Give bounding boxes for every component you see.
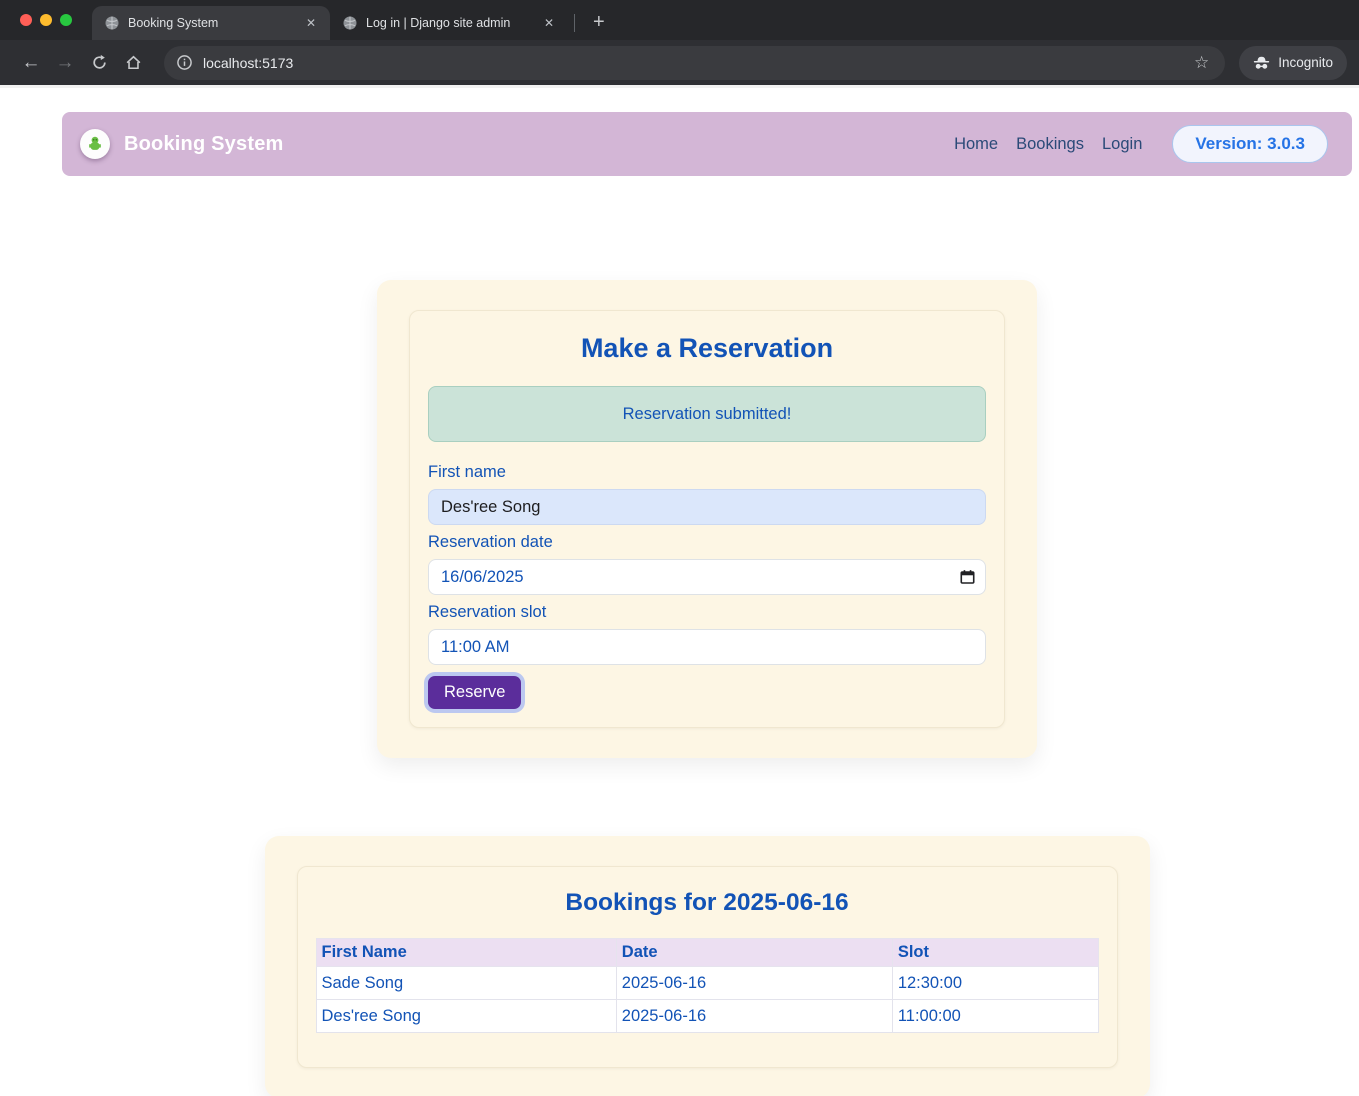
bookmark-star-icon[interactable]: ☆ xyxy=(1193,52,1210,72)
tab-divider xyxy=(574,14,575,32)
reservation-slot-label: Reservation slot xyxy=(428,603,547,621)
date-input-wrap xyxy=(428,559,986,595)
zoom-window-button[interactable] xyxy=(60,14,72,26)
forward-button[interactable]: → xyxy=(55,51,75,73)
calendar-icon[interactable] xyxy=(960,570,975,585)
table-row: Des'ree Song 2025-06-16 11:00:00 xyxy=(315,999,1099,1033)
header-date: Date xyxy=(615,938,893,967)
tab-title: Log in | Django site admin xyxy=(366,16,511,30)
cell-date: 2025-06-16 xyxy=(615,966,893,1000)
page-content: Booking System Home Bookings Login Versi… xyxy=(0,88,1359,1096)
reservation-title: Make a Reservation xyxy=(580,333,834,363)
tab-title: Booking System xyxy=(128,16,219,30)
nav-link-bookings[interactable]: Bookings xyxy=(1016,134,1084,153)
nav-link-home[interactable]: Home xyxy=(954,134,999,153)
success-alert: Reservation submitted! xyxy=(428,386,986,442)
reservation-form: Make a Reservation Reservation submitted… xyxy=(409,310,1005,728)
reservation-slot-select[interactable] xyxy=(428,629,986,665)
table-header-row: First Name Date Slot xyxy=(315,938,1099,967)
browser-chrome: Booking System ✕ Log in | Django site ad… xyxy=(0,0,1359,88)
cell-first-name: Des'ree Song xyxy=(315,999,617,1033)
reserve-button[interactable]: Reserve xyxy=(428,676,522,709)
bookings-card: Bookings for 2025-06-16 First Name Date … xyxy=(264,836,1150,1096)
cell-slot: 12:30:00 xyxy=(891,966,1099,1000)
version-badge: Version: 3.0.3 xyxy=(1172,125,1328,163)
tab-django-admin[interactable]: Log in | Django site admin ✕ xyxy=(330,6,568,40)
cell-slot: 11:00:00 xyxy=(891,999,1099,1033)
brand-logo-icon xyxy=(80,129,110,159)
back-button[interactable]: ← xyxy=(21,51,41,73)
reload-button[interactable] xyxy=(82,52,116,74)
tab-close-icon[interactable]: ✕ xyxy=(305,16,316,30)
header-slot: Slot xyxy=(891,938,1099,967)
bookings-panel: Bookings for 2025-06-16 First Name Date … xyxy=(296,866,1118,1068)
tab-booking-system[interactable]: Booking System ✕ xyxy=(92,6,330,40)
incognito-badge: Incognito xyxy=(1239,45,1347,80)
site-info-icon[interactable] xyxy=(176,54,193,71)
url-text[interactable]: localhost:5173 xyxy=(203,54,294,71)
new-tab-button[interactable]: + xyxy=(593,11,605,33)
incognito-label: Incognito xyxy=(1278,55,1333,70)
bookings-title: Bookings for 2025-06-16 xyxy=(565,889,849,916)
header-first-name: First Name xyxy=(315,938,617,967)
tab-strip: Booking System ✕ Log in | Django site ad… xyxy=(0,0,1359,40)
globe-favicon-icon xyxy=(104,15,120,31)
cell-first-name: Sade Song xyxy=(315,966,617,1000)
navbar-brand[interactable]: Booking System xyxy=(80,129,284,159)
app-navbar: Booking System Home Bookings Login Versi… xyxy=(62,112,1352,176)
chrome-page-divider xyxy=(0,85,1359,88)
first-name-input[interactable] xyxy=(428,489,986,525)
tab-close-icon[interactable]: ✕ xyxy=(543,16,554,30)
cell-date: 2025-06-16 xyxy=(615,999,893,1033)
brand-title: Booking System xyxy=(124,132,284,155)
reservation-card: Make a Reservation Reservation submitted… xyxy=(377,280,1037,758)
incognito-icon xyxy=(1253,55,1270,70)
window-controls xyxy=(0,0,92,40)
reservation-date-label: Reservation date xyxy=(428,533,553,551)
nav-links: Home Bookings Login xyxy=(954,135,1142,154)
address-bar[interactable]: localhost:5173 ☆ xyxy=(164,45,1226,80)
minimize-window-button[interactable] xyxy=(40,14,52,26)
reservation-date-input[interactable] xyxy=(428,559,986,595)
home-button[interactable] xyxy=(116,52,150,74)
close-window-button[interactable] xyxy=(20,14,32,26)
browser-toolbar: ← → localhost:5173 ☆ Incognito xyxy=(0,40,1359,85)
bookings-table: First Name Date Slot Sade Song 2025-06-1… xyxy=(315,938,1099,1033)
globe-favicon-icon xyxy=(342,15,358,31)
table-row: Sade Song 2025-06-16 12:30:00 xyxy=(315,966,1099,1000)
first-name-label: First name xyxy=(428,463,506,481)
nav-link-login[interactable]: Login xyxy=(1102,134,1143,153)
